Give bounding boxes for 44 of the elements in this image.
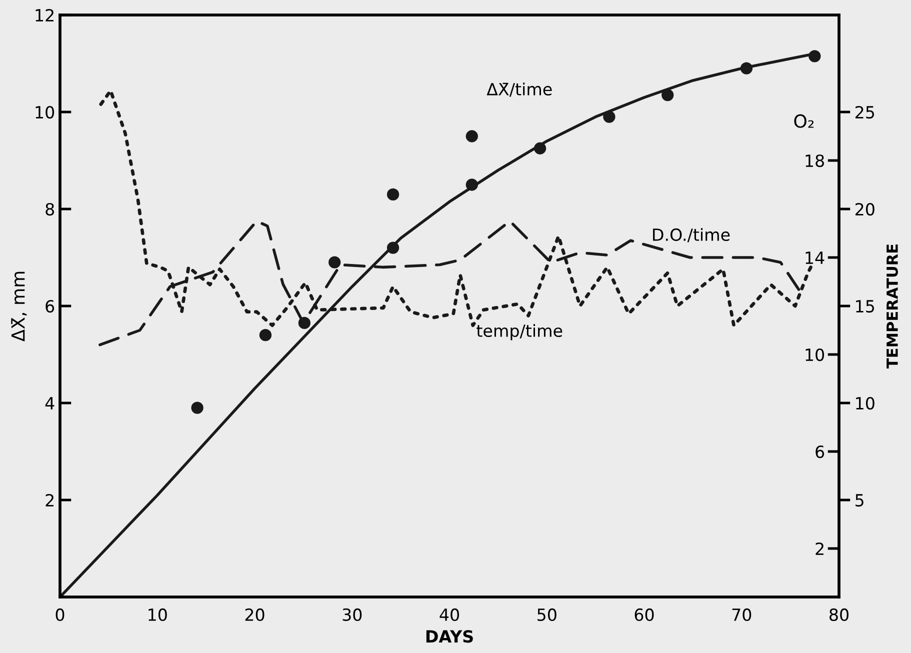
x-tick-label: 80 <box>830 608 848 622</box>
y3-tick-label: 20 <box>856 202 874 216</box>
y2-axis-title: O₂ <box>794 114 814 128</box>
point <box>603 110 616 123</box>
series-label: temp/time <box>476 324 562 340</box>
text: ΔX̄/time <box>486 82 552 97</box>
point <box>808 50 821 62</box>
x-tick-label: 30 <box>342 608 362 622</box>
y-tick-label: 2 <box>46 494 54 506</box>
point <box>534 142 546 154</box>
y3-tick-label: 15 <box>856 300 874 313</box>
point <box>191 402 204 414</box>
y-tick-label: 6 <box>46 300 54 313</box>
x-tick-label: 70 <box>732 608 752 622</box>
y3-tick-label: 10 <box>856 396 874 410</box>
x-tick-label: 60 <box>634 608 654 622</box>
y2-tick-label: 6 <box>816 445 824 458</box>
y2-tick-label: 18 <box>806 154 824 168</box>
y-tick-label: 12 <box>36 8 54 22</box>
x-tick-label: 20 <box>245 608 264 622</box>
x-axis-title: DAYS <box>426 630 473 643</box>
x-tick-label: 10 <box>148 608 167 622</box>
point <box>662 88 674 102</box>
point <box>466 130 478 142</box>
y2-tick-label: 14 <box>806 252 824 264</box>
series-label: D.O./time <box>653 228 730 242</box>
point <box>259 329 272 342</box>
point <box>740 62 753 74</box>
y-axis-title: ΔX̄, mm <box>11 272 27 342</box>
point <box>386 242 400 254</box>
y-tick-label: 10 <box>36 106 54 119</box>
y3-tick-label: 5 <box>856 494 864 507</box>
point <box>386 188 400 201</box>
point <box>466 178 478 191</box>
y2-tick-label: 10 <box>806 348 824 362</box>
y3-axis-title: TEMPERATURE <box>886 244 898 368</box>
y-tick-label: 8 <box>46 202 54 216</box>
x-tick-label: 50 <box>538 608 556 622</box>
y3-tick-label: 25 <box>856 106 874 119</box>
y2-tick-label: 2 <box>816 542 824 555</box>
y-tick-label: 4 <box>45 397 54 410</box>
x-tick-label: 0 <box>56 608 64 622</box>
point <box>328 256 341 268</box>
x-tick-label: 40 <box>440 608 459 622</box>
